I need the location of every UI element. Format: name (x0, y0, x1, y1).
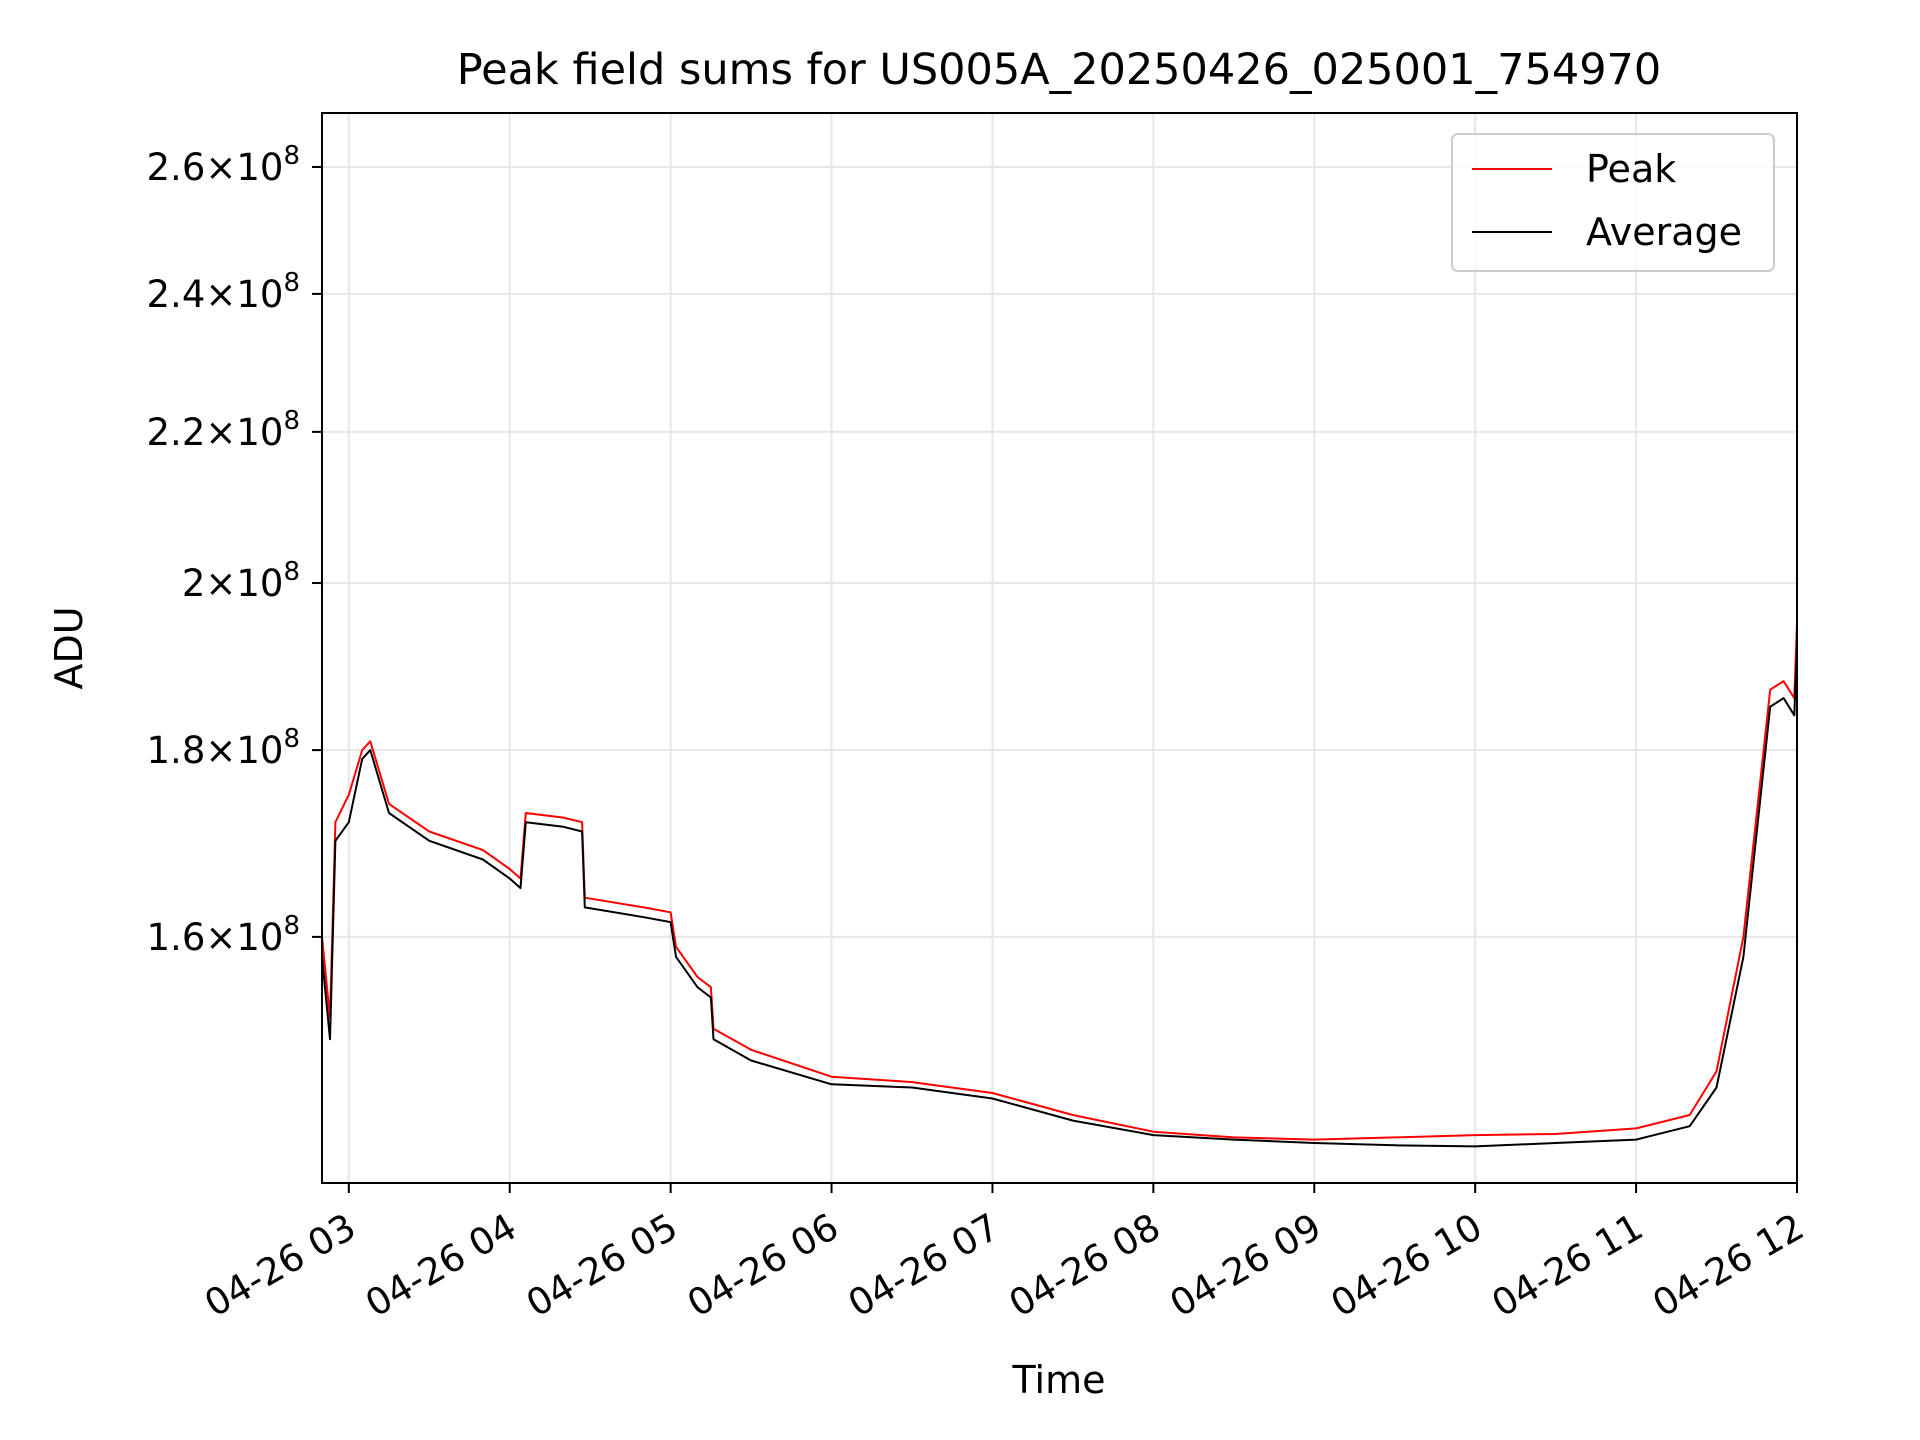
legend-average-label: Average (1586, 210, 1742, 254)
y-tick-label: 2.2×108 (147, 406, 300, 454)
y-tick-mantissa: 1.8×10 (147, 729, 284, 772)
y-tick-label: 1.8×108 (147, 724, 300, 772)
legend: Peak Average (1451, 133, 1775, 272)
legend-peak-label: Peak (1586, 147, 1676, 191)
y-axis-label: ADU (47, 606, 91, 689)
y-tick-label: 2×108 (182, 557, 300, 605)
y-tick-label: 2.4×108 (147, 268, 300, 316)
y-tick-exponent: 8 (283, 406, 300, 436)
y-tick-mantissa: 2×10 (182, 562, 284, 605)
series-line-peak (322, 113, 1797, 1141)
y-tick-exponent: 8 (283, 268, 300, 298)
y-tick-exponent: 8 (283, 557, 300, 587)
y-tick-mantissa: 1.6×10 (147, 916, 284, 959)
chart-title: Peak field sums for US005A_20250426_0250… (457, 45, 1662, 95)
y-tick-mantissa: 2.4×10 (147, 273, 284, 316)
y-tick-label: 1.6×108 (147, 911, 300, 959)
y-tick-mantissa: 2.2×10 (147, 411, 284, 454)
plot-lines (322, 113, 1797, 1148)
y-tick-exponent: 8 (283, 141, 300, 171)
y-tick-mantissa: 2.6×10 (147, 146, 284, 189)
y-tick-label: 2.6×108 (147, 141, 300, 189)
series-line-average (322, 543, 1797, 1148)
x-axis-label: Time (1012, 1358, 1106, 1402)
plot-frame (321, 112, 1798, 1184)
y-tick-exponent: 8 (283, 911, 300, 941)
y-tick-exponent: 8 (283, 724, 300, 754)
